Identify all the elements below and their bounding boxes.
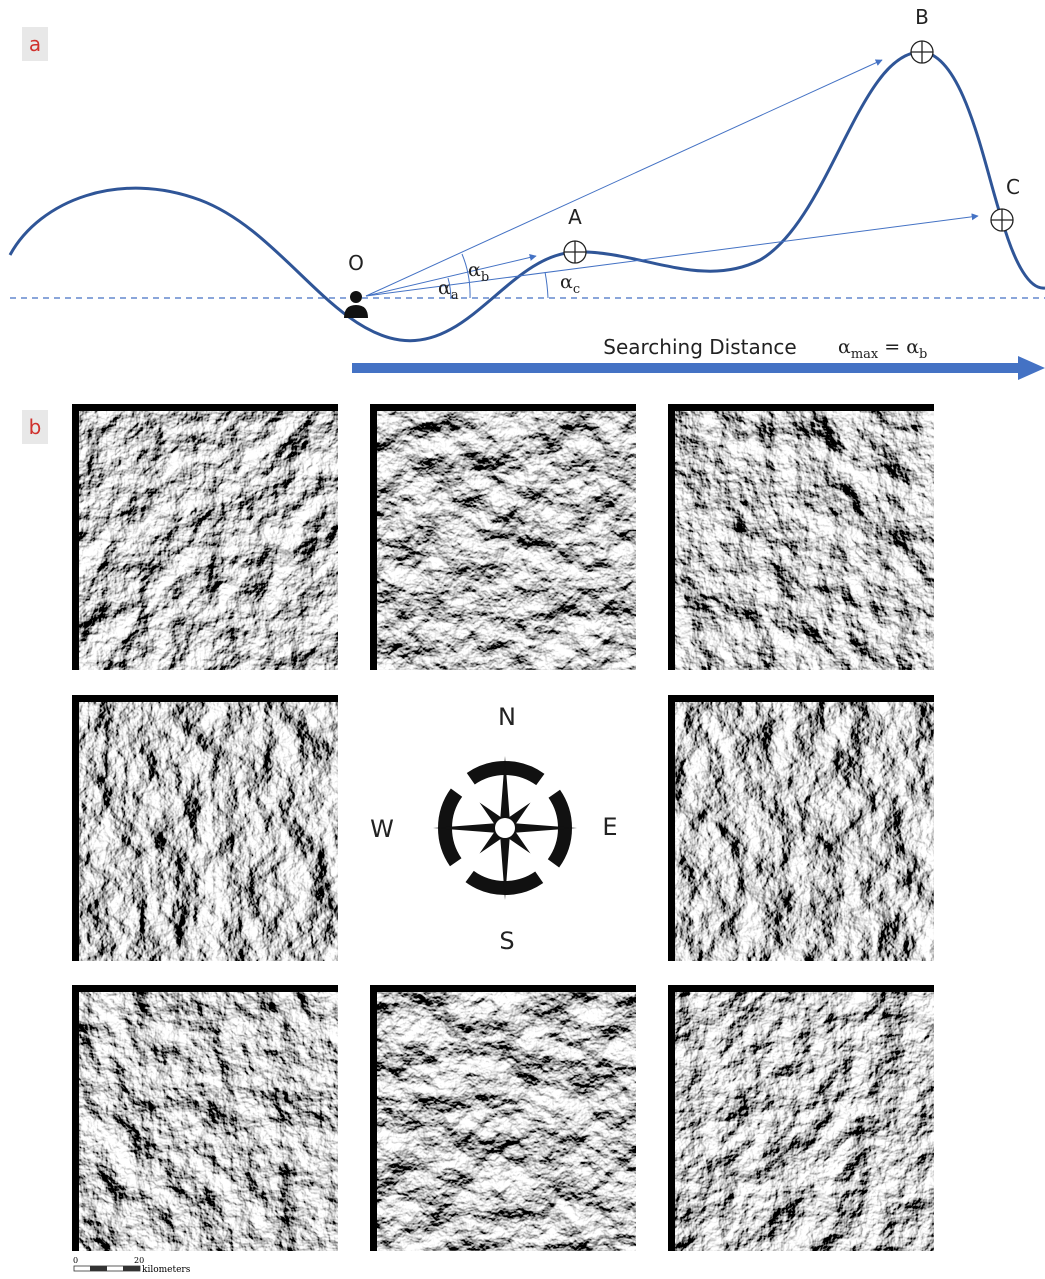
scale-label: 20	[134, 1256, 144, 1265]
scale-unit: kilometers	[142, 1265, 191, 1275]
scale-bar: 0 20 kilometers	[73, 1256, 191, 1275]
compass	[433, 756, 577, 900]
angle-symbol: α	[560, 271, 573, 293]
compass-center	[495, 818, 515, 838]
target-label: C	[1006, 175, 1020, 199]
hillshade-tile	[377, 411, 636, 670]
target-label: B	[915, 5, 929, 29]
result-symbol: α	[906, 336, 919, 358]
hillshade-tile	[79, 411, 338, 670]
observer-label: O	[348, 251, 364, 275]
search-arrow	[352, 356, 1045, 380]
hillshade-tile	[79, 992, 338, 1251]
hillshade-tile	[79, 702, 338, 961]
compass-label: E	[602, 813, 617, 841]
result-eq: =	[884, 336, 900, 358]
hillshade-tile	[377, 992, 636, 1251]
panel-label: b	[29, 415, 42, 439]
axis-label: Searching Distance	[603, 335, 796, 359]
target-label: A	[568, 205, 582, 229]
angle-label: αa	[438, 277, 459, 303]
hillshade-tile	[675, 992, 934, 1251]
result-sub: max	[851, 347, 879, 362]
target-markers	[564, 41, 1013, 263]
compass-label: W	[370, 815, 394, 843]
angle-symbol: α	[438, 277, 451, 299]
angle-symbol: α	[468, 259, 481, 281]
hillshade-tile	[675, 411, 934, 670]
compass-label: S	[499, 927, 514, 955]
result-formula: αmax=αb	[838, 336, 927, 362]
compass-label: N	[498, 703, 516, 731]
observer-icon	[344, 291, 368, 318]
result-symbol: α	[838, 336, 851, 358]
figure: a O A B C αa αb αc Searching Distance αm…	[0, 0, 1045, 1279]
scale-label: 0	[73, 1256, 78, 1265]
angle-label: αc	[560, 271, 580, 297]
result-sub: b	[919, 347, 927, 362]
panel-label: a	[29, 32, 41, 56]
angle-sub: c	[573, 282, 580, 297]
angle-sub: b	[481, 270, 489, 285]
hillshade-tile	[675, 702, 934, 961]
angle-sub: a	[451, 288, 459, 303]
sight-lines	[366, 60, 978, 298]
